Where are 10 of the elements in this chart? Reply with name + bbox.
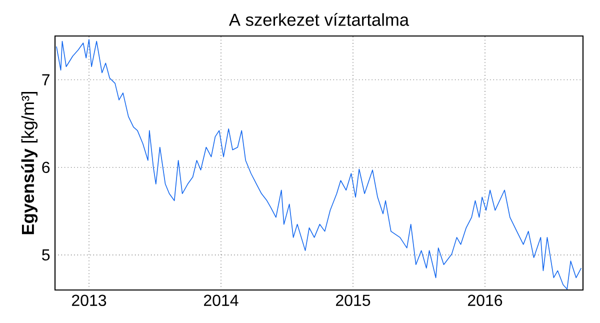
x-tick-label: 2016: [468, 294, 502, 306]
x-tick-label: 2015: [336, 294, 370, 306]
chart-title: A szerkezet víztartalma: [228, 13, 410, 26]
y-tick-label: 5: [42, 249, 50, 261]
x-tick-label: 2014: [204, 294, 238, 306]
y-tick-label: 6: [42, 162, 50, 174]
line-series: [56, 39, 582, 290]
y-axis-title: Egyensúly [kg/m³]: [21, 92, 38, 234]
y-tick-label: 7: [42, 74, 50, 86]
x-tick-label: 2013: [72, 294, 106, 306]
